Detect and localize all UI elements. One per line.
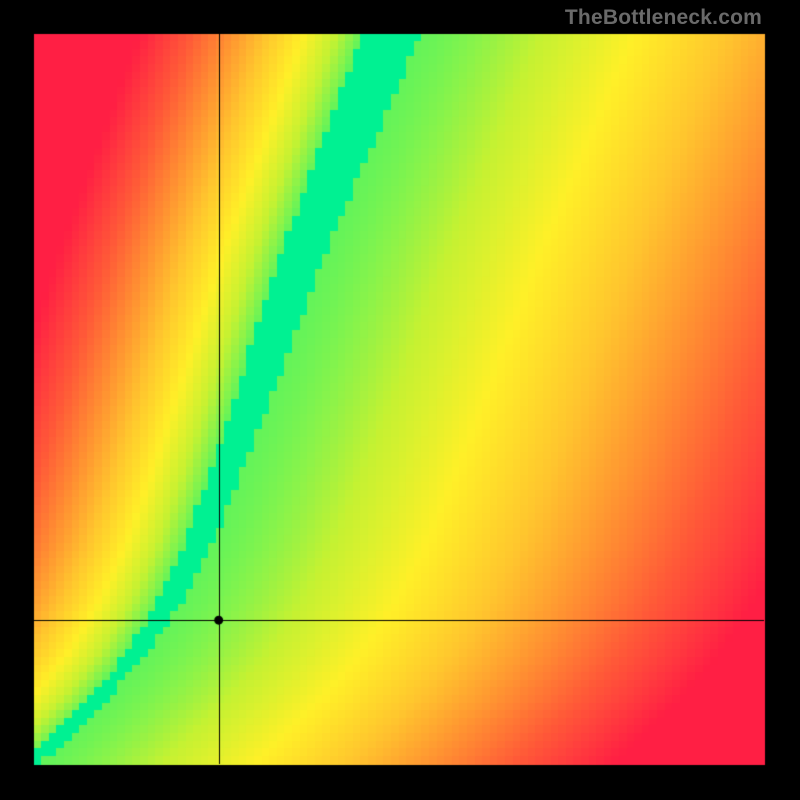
watermark-label: TheBottleneck.com	[565, 6, 762, 30]
chart-container: TheBottleneck.com	[0, 0, 800, 800]
heatmap-canvas	[0, 0, 800, 800]
